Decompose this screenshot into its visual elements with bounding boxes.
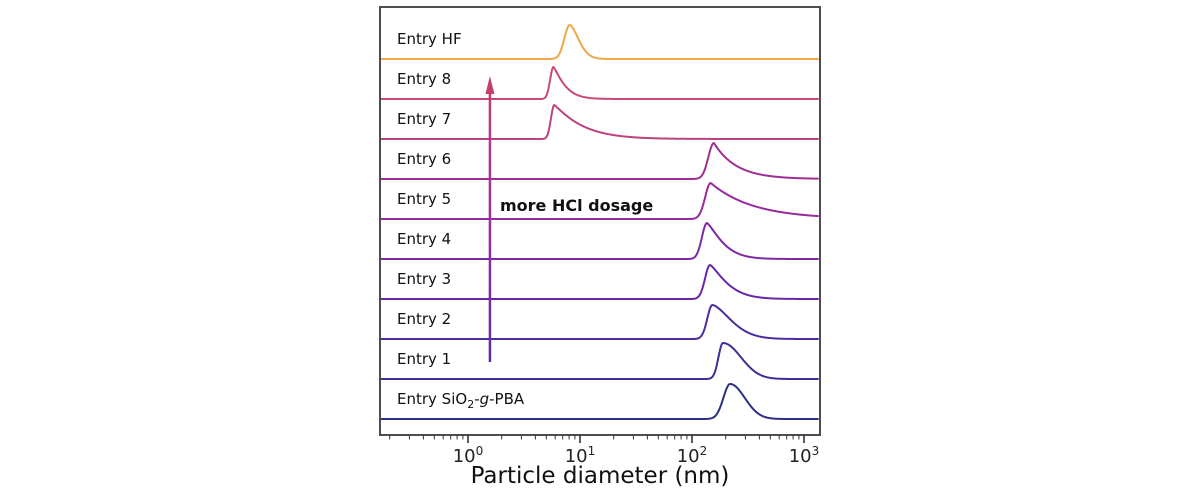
curve-entry-sio2-g-pba	[381, 383, 819, 420]
x-tick-label-10e0: 100	[452, 444, 484, 467]
label-entry-hf: Entry HF	[397, 30, 462, 48]
label-entry-4: Entry 4	[397, 230, 452, 248]
label-entry-2: Entry 2	[397, 310, 452, 328]
distribution-curves	[381, 24, 819, 420]
label-entry-5: Entry 5	[397, 190, 452, 208]
curve-entry-8	[381, 66, 819, 100]
x-tick-label-10e2: 102	[676, 444, 708, 467]
curve-entry-hf	[381, 24, 819, 60]
plot-frame	[379, 6, 821, 436]
label-entry-sio2-g-pba: Entry SiO2-g-PBA	[397, 390, 525, 411]
curve-entry-4	[381, 222, 819, 260]
x-axis-title: Particle diameter (nm)	[470, 463, 730, 489]
curve-entry-6	[381, 142, 819, 180]
curve-entry-7	[381, 104, 819, 140]
label-entry-6: Entry 6	[397, 150, 452, 168]
arrow-head	[485, 76, 495, 94]
curve-entry-1	[381, 342, 819, 380]
curve-entry-5	[381, 182, 819, 220]
x-tick-label-10e1: 101	[564, 444, 596, 467]
curve-entry-3	[381, 264, 819, 300]
x-tick-label-10e3: 103	[788, 444, 820, 467]
label-entry-1: Entry 1	[397, 350, 452, 368]
hcl-dosage-arrow	[485, 76, 495, 362]
curve-entry-2	[381, 304, 819, 340]
label-entry-3: Entry 3	[397, 270, 452, 288]
label-entry-8: Entry 8	[397, 70, 452, 88]
label-entry-7: Entry 7	[397, 110, 452, 128]
annotation-more-hcl-dosage: more HCl dosage	[500, 196, 654, 215]
x-axis-ticks	[389, 435, 805, 443]
